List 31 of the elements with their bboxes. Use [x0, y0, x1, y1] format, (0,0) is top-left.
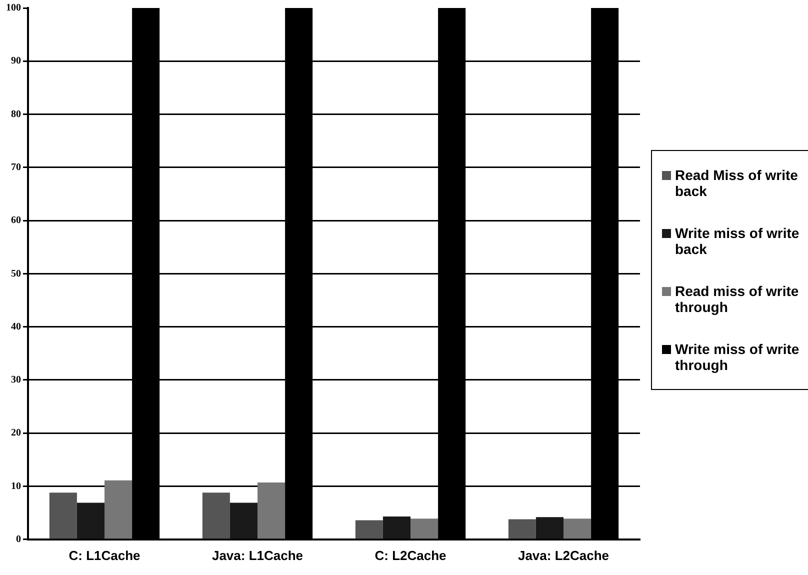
y-tick-label: 20: [11, 428, 21, 439]
y-tick-label: 0: [16, 534, 21, 545]
x-tick-label: C: L1Cache: [68, 548, 140, 563]
bar: [104, 480, 132, 539]
bar: [410, 518, 438, 539]
bar: [355, 520, 383, 539]
bar: [508, 519, 536, 539]
x-tick-label: Java: L1Cache: [212, 548, 304, 563]
legend-label: Read Miss of write back: [675, 167, 799, 199]
bar: [564, 518, 592, 539]
bar: [49, 492, 77, 539]
bar: [76, 502, 104, 539]
y-tick-label: 50: [11, 268, 21, 280]
bar: [536, 517, 564, 539]
bar: [258, 482, 286, 539]
y-tick-label: 40: [11, 321, 21, 332]
y-tick-label: 100: [6, 2, 21, 14]
legend-label: Write miss of write through: [675, 341, 800, 373]
y-tick-label: 90: [11, 56, 21, 67]
y-tick-label: 60: [11, 215, 21, 226]
x-tick-label: Java: L2Cache: [518, 548, 610, 563]
y-tick-label: 30: [11, 374, 21, 386]
bar: [230, 502, 258, 539]
bar: [382, 516, 410, 539]
x-tick-label: C: L2Cache: [374, 548, 446, 563]
y-tick-label: 70: [11, 162, 21, 173]
y-tick-label: 80: [11, 108, 21, 120]
bar: [202, 492, 230, 539]
y-tick-label: 10: [11, 480, 21, 492]
legend-label: Read miss of write through: [675, 283, 800, 315]
legend-label: Write miss of write back: [675, 225, 800, 257]
